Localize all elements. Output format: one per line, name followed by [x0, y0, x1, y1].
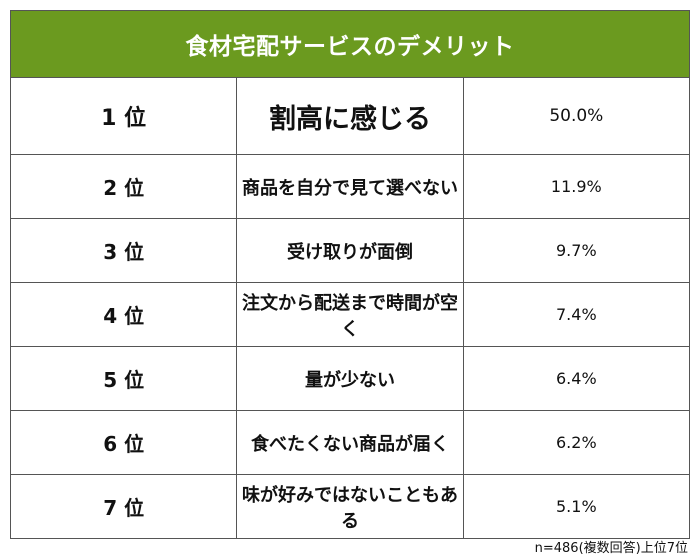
- reason-cell: 受け取りが面倒: [236, 218, 464, 283]
- rank-cell: 3 位: [9, 218, 238, 283]
- rank-cell: 5 位: [9, 346, 238, 411]
- table-row: 1 位 割高に感じる 50.0%: [9, 77, 691, 155]
- ranking-rows: 1 位 割高に感じる 50.0% 2 位 商品を自分で見て選べない 11.9% …: [9, 77, 691, 539]
- reason-cell: 商品を自分で見て選べない: [236, 154, 464, 219]
- ranking-table-container: 食材宅配サービスのデメリット 1 位 割高に感じる 50.0% 2 位 商品を自…: [9, 10, 691, 539]
- rank-cell: 7 位: [9, 474, 238, 539]
- percent-cell: 5.1%: [462, 474, 691, 539]
- table-row: 2 位 商品を自分で見て選べない 11.9%: [9, 154, 691, 219]
- table-title: 食材宅配サービスのデメリット: [10, 10, 690, 78]
- reason-cell: 味が好みではないこともある: [236, 474, 464, 539]
- table-row: 4 位 注文から配送まで時間が空く 7.4%: [9, 282, 691, 347]
- percent-cell: 6.2%: [462, 410, 691, 475]
- sample-footnote: n=486(複数回答)上位7位: [534, 541, 688, 556]
- table-row: 7 位 味が好みではないこともある 5.1%: [9, 474, 691, 539]
- percent-cell: 6.4%: [462, 346, 691, 411]
- table-row: 5 位 量が少ない 6.4%: [9, 346, 691, 411]
- table-row: 3 位 受け取りが面倒 9.7%: [9, 218, 691, 283]
- rank-cell: 4 位: [9, 282, 238, 347]
- reason-cell: 食べたくない商品が届く: [236, 410, 464, 475]
- reason-cell: 量が少ない: [236, 346, 464, 411]
- rank-cell: 2 位: [9, 154, 238, 219]
- table-header-row: 食材宅配サービスのデメリット: [10, 10, 690, 78]
- reason-cell: 注文から配送まで時間が空く: [236, 282, 464, 347]
- table-row: 6 位 食べたくない商品が届く 6.2%: [9, 410, 691, 475]
- ranking-table: 食材宅配サービスのデメリット 1 位 割高に感じる 50.0% 2 位 商品を自…: [9, 10, 691, 539]
- percent-cell: 9.7%: [462, 218, 691, 283]
- rank-cell: 6 位: [9, 410, 238, 475]
- percent-cell: 7.4%: [462, 282, 691, 347]
- percent-cell: 50.0%: [462, 77, 691, 155]
- percent-cell: 11.9%: [462, 154, 691, 219]
- rank-cell: 1 位: [9, 77, 238, 155]
- reason-cell: 割高に感じる: [236, 77, 464, 155]
